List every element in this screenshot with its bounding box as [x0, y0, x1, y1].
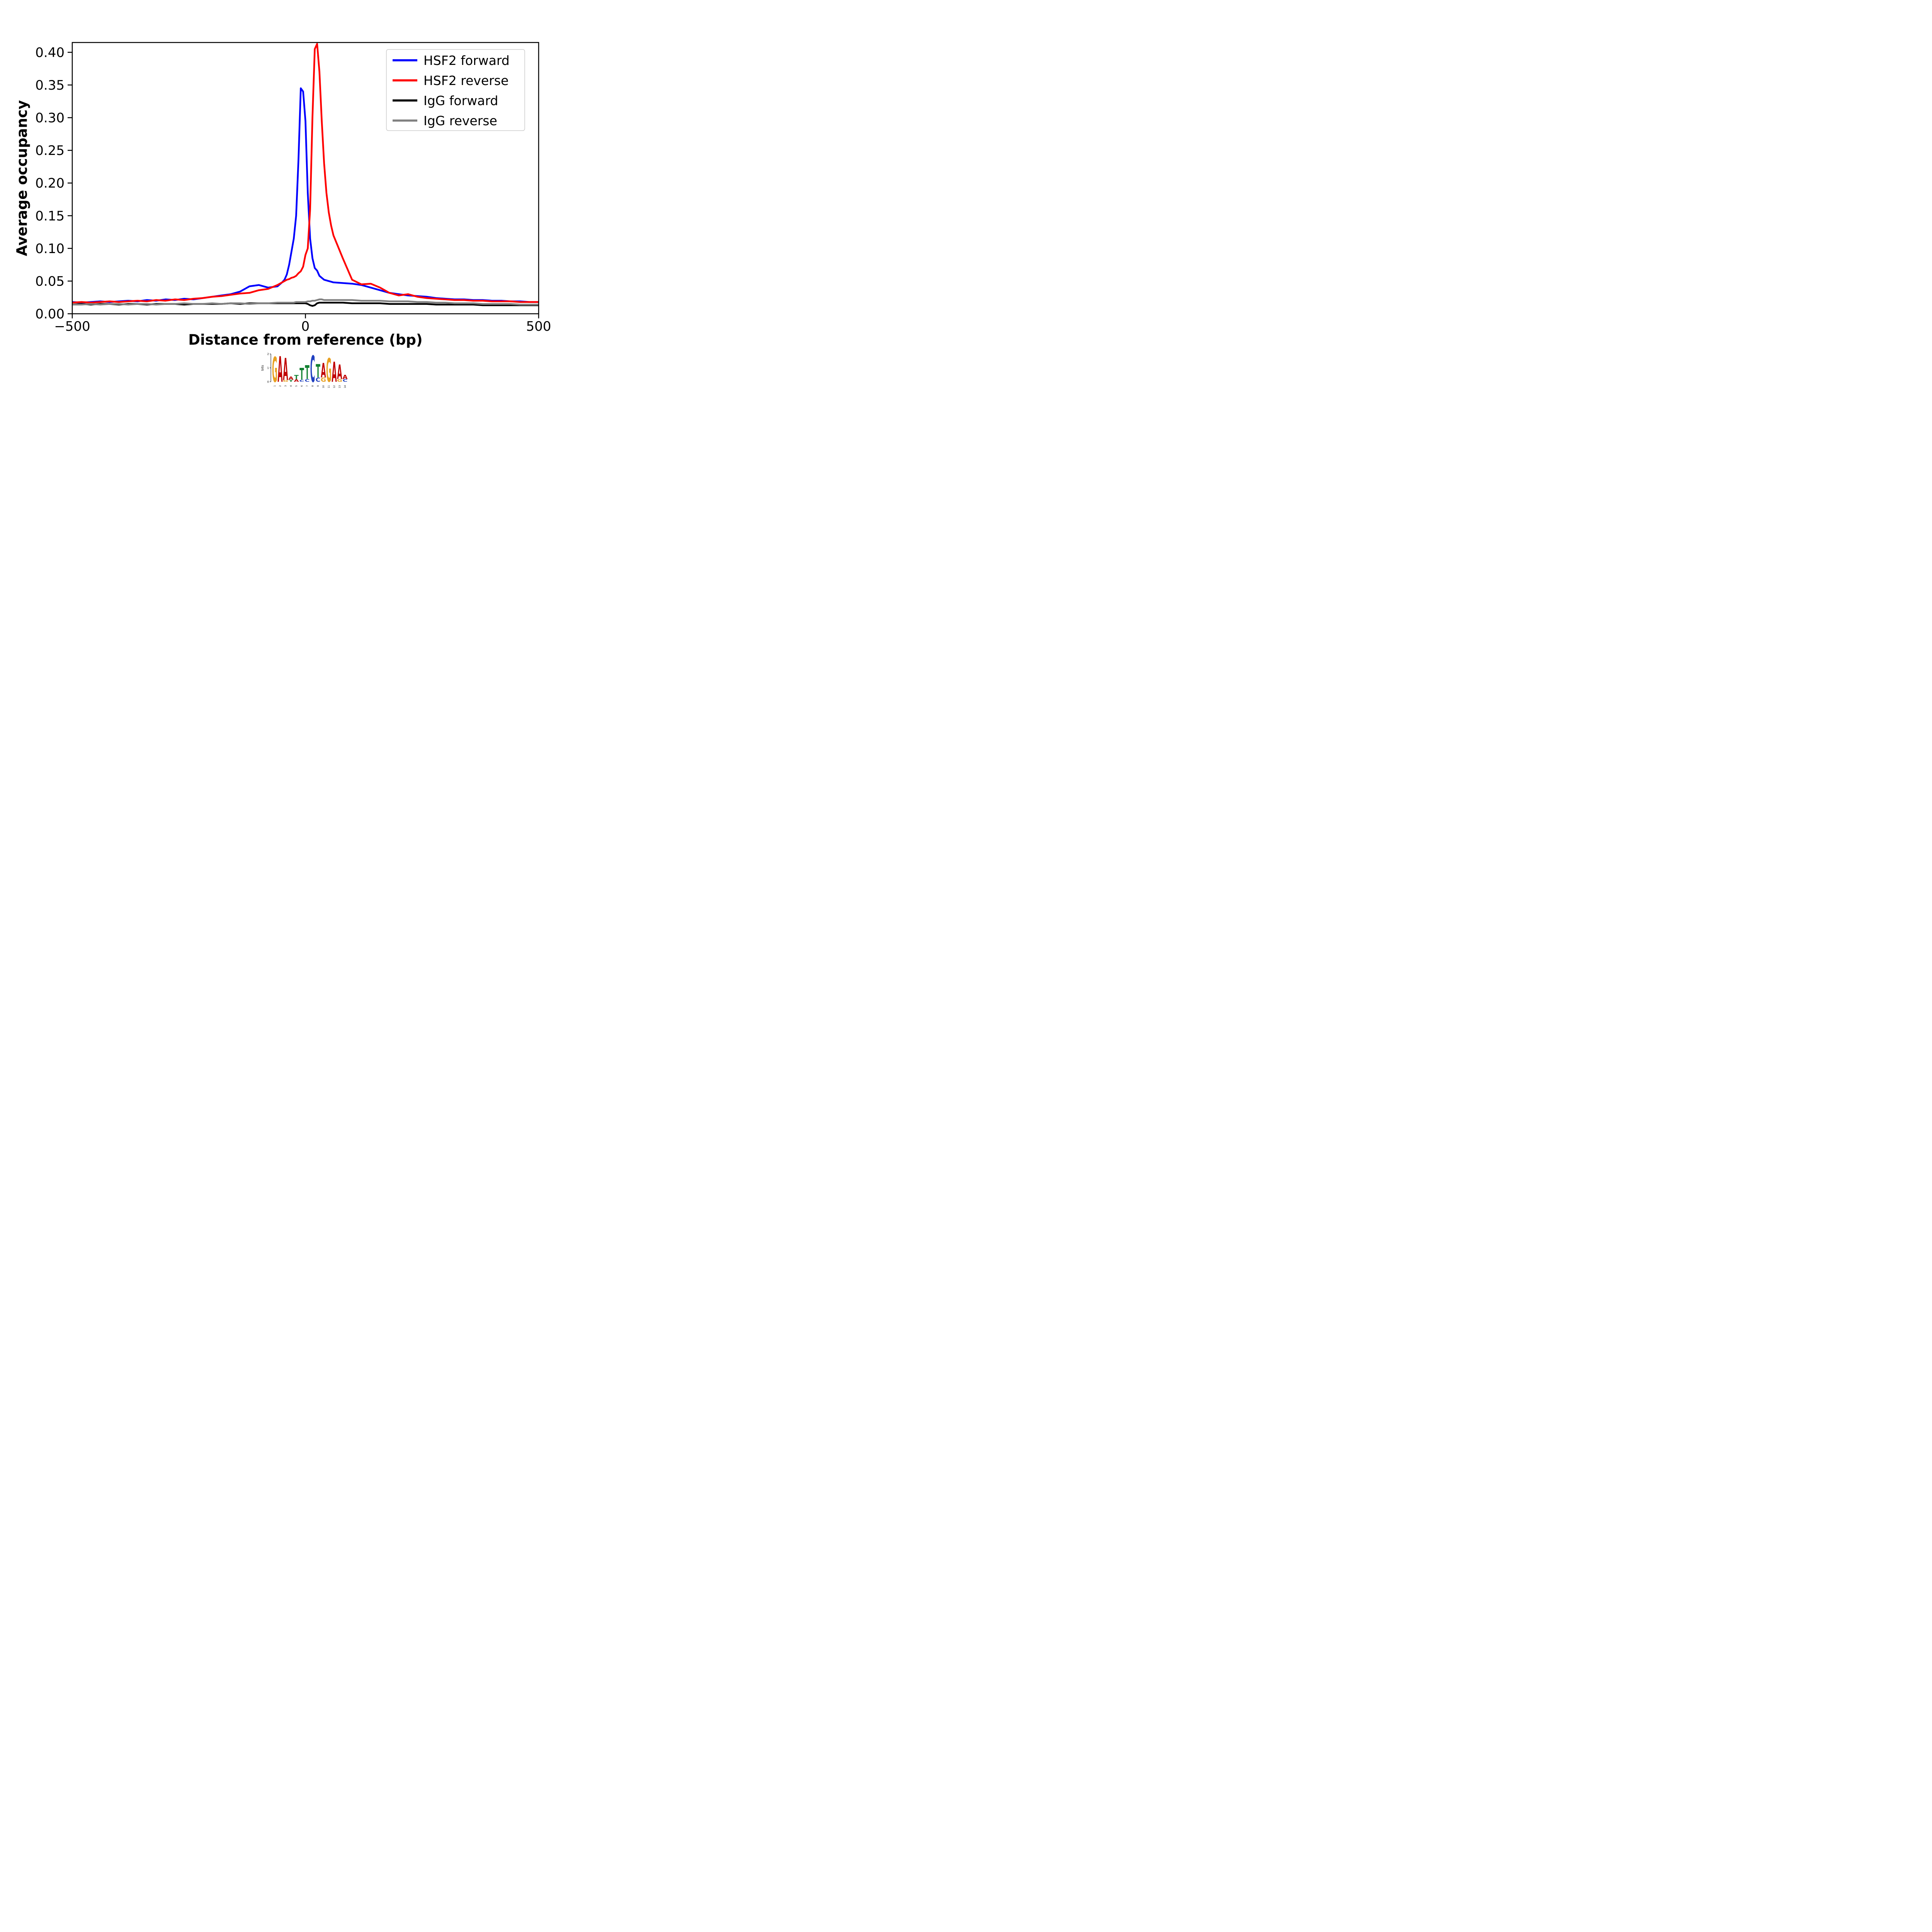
legend-label-hsf2-reverse: HSF2 reverse	[423, 73, 509, 88]
logo-position-label: 12	[333, 385, 336, 388]
y-tick-label: 0.15	[35, 208, 65, 224]
logo-letter-C: C	[310, 349, 315, 391]
logo-position-label: 5	[295, 385, 298, 387]
logo-letter-A: A	[283, 352, 288, 388]
logo-position-label: 3	[284, 385, 287, 387]
logo-letter-T: T	[305, 361, 310, 383]
y-axis-label: Average occupancy	[14, 100, 31, 256]
y-tick-label: 0.25	[35, 143, 65, 158]
logo-bits-tick-label: 0	[267, 381, 269, 384]
logo-position-label: 4	[290, 385, 293, 387]
logo-letter-C: C	[299, 379, 304, 383]
logo-position-label: 1	[274, 385, 276, 387]
logo-letter-A: A	[288, 376, 293, 381]
logo-letter-C: C	[305, 378, 310, 383]
logo-position-label: 8	[311, 385, 314, 387]
y-tick-label: 0.00	[35, 306, 65, 322]
logo-position-label: 2	[279, 385, 282, 387]
y-tick-label: 0.30	[35, 111, 65, 126]
legend-label-hsf2-forward: HSF2 forward	[423, 53, 510, 68]
y-tick-label: 0.10	[35, 241, 65, 257]
logo-letter-T: T	[294, 374, 299, 381]
logo-letter-A: A	[277, 350, 282, 391]
logo-bits-axis: 0 1 2 bits	[261, 353, 271, 384]
logo-position-label: 13	[338, 385, 341, 388]
x-axis: −500 0 500	[54, 314, 551, 334]
logo-position-label: 11	[328, 385, 330, 388]
logo-letter-T: T	[289, 379, 293, 383]
legend: HSF2 forward HSF2 reverse IgG forward IgG r…	[386, 49, 525, 131]
plot-area	[72, 43, 539, 307]
y-tick-label: 0.05	[35, 274, 65, 289]
logo-letter-G: G	[283, 379, 288, 382]
series-hsf2-reverse	[72, 43, 539, 304]
logo-ylabel: bits	[261, 365, 264, 371]
logo-letter-A: A	[342, 374, 348, 381]
y-tick-label: 0.35	[35, 78, 65, 93]
y-axis: 0.00 0.05 0.10 0.15 0.20 0.25 0.30 0.35 0.40	[35, 45, 72, 322]
logo-position-label: 9	[317, 385, 320, 387]
y-tick-label: 0.40	[35, 45, 65, 60]
occupancy-chart: −500 0 500 0.00 0.05 0.10 0.15 0.20 0.25 0.30 0.35…	[35, 42, 551, 334]
y-tick-label: 0.20	[35, 176, 65, 191]
legend-box	[386, 49, 525, 131]
logo-letter-G: G	[272, 350, 277, 390]
logo-position-label: 6	[301, 385, 303, 387]
logo-letter-C: C	[343, 378, 347, 383]
logo-bits-tick-label: 1	[267, 367, 269, 370]
x-axis-label: Distance from reference (bp)	[188, 332, 423, 348]
figure: −500 0 500 0.00 0.05 0.10 0.15 0.20 0.25 0.30 0.35…	[0, 0, 580, 394]
logo-letter-G: G	[321, 376, 326, 383]
logo-bits-tick-label: 2	[267, 353, 269, 356]
legend-label-igg-forward: IgG forward	[423, 93, 498, 108]
legend-label-igg-reverse: IgG reverse	[423, 113, 497, 128]
x-tick-label: −500	[54, 319, 90, 334]
logo-letter-A: A	[337, 361, 342, 384]
logo-letter-G: G	[337, 378, 342, 383]
series-igg-reverse	[72, 298, 539, 306]
logo-letter-T: T	[316, 361, 320, 383]
logo-letter-T: T	[299, 364, 304, 384]
logo-letter-G: G	[326, 352, 332, 390]
logo-letter-A: A	[332, 357, 337, 389]
logo-letter-A: A	[321, 359, 326, 383]
x-tick-label: 0	[301, 319, 310, 334]
logo-position-label: 14	[344, 385, 347, 388]
logo-letter-A: A	[294, 379, 299, 383]
logo-letter-C: C	[316, 376, 320, 383]
x-tick-label: 500	[526, 319, 551, 334]
logo-position-label: 10	[322, 385, 325, 388]
logo-position-label: 7	[306, 385, 309, 387]
